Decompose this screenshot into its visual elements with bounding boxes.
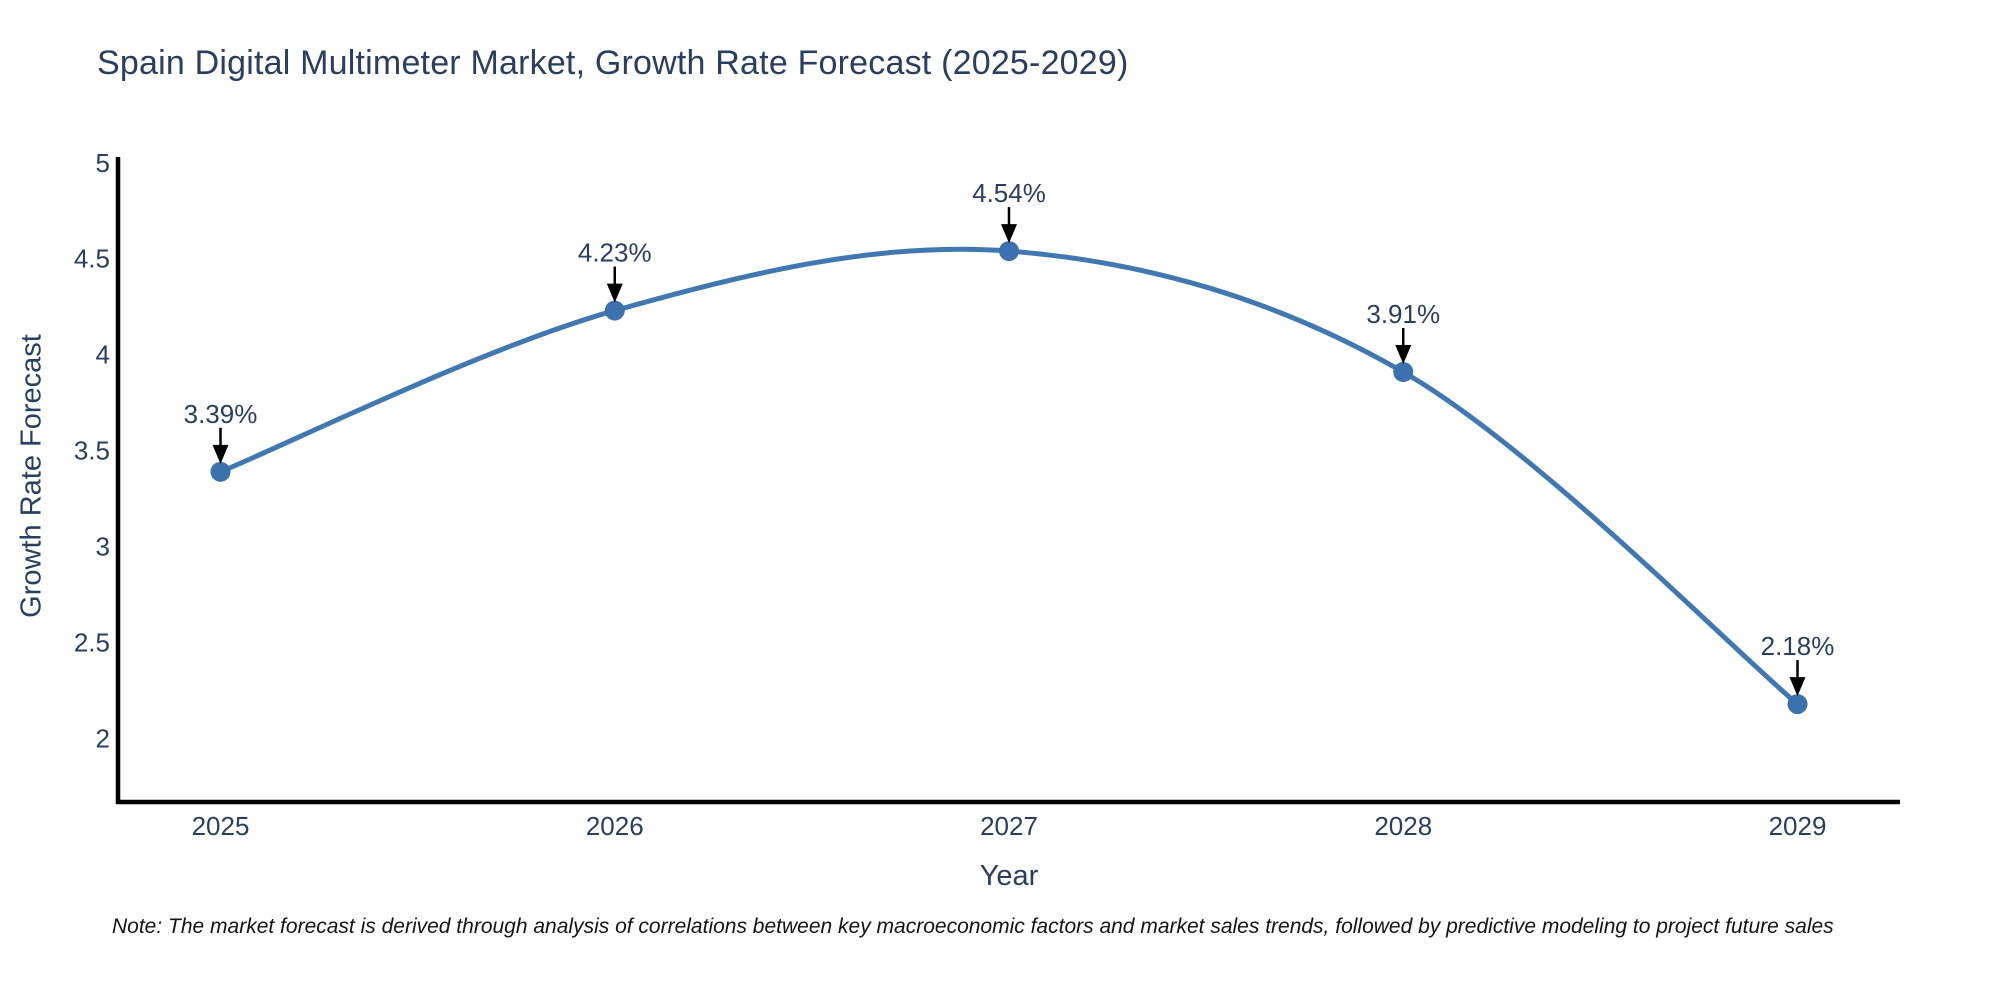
x-axis-title: Year — [979, 860, 1039, 892]
y-tick-label: 3.5 — [74, 436, 110, 466]
data-point-marker — [604, 300, 625, 321]
y-tick-label: 4.5 — [74, 244, 110, 274]
annotation-label: 2.18% — [1761, 631, 1835, 661]
footnote: Note: The market forecast is derived thr… — [112, 915, 1834, 938]
axis-lines — [115, 157, 1900, 805]
annotation-label: 3.91% — [1366, 299, 1440, 329]
x-tick-label: 2026 — [586, 811, 644, 841]
x-tick-label: 2028 — [1374, 811, 1432, 841]
annotation-arrow-head — [212, 444, 229, 464]
annotation-arrow-head — [606, 283, 623, 303]
annotation-arrow-head — [1789, 677, 1806, 697]
y-tick-label: 4 — [96, 340, 110, 370]
data-point-marker — [210, 461, 231, 482]
annotation-label: 4.23% — [578, 238, 652, 268]
chart-title: Spain Digital Multimeter Market, Growth … — [97, 44, 1129, 82]
x-tick-label: 2029 — [1769, 811, 1827, 841]
data-point-marker — [1787, 694, 1808, 715]
annotation-label: 3.39% — [184, 399, 258, 429]
annotation-arrow-head — [1395, 345, 1412, 364]
trend-line — [218, 246, 1800, 707]
y-tick-label: 5 — [96, 148, 110, 178]
annotation-label: 4.54% — [972, 178, 1046, 208]
y-tick-label: 2 — [96, 724, 110, 754]
y-tick-label: 2.5 — [74, 628, 110, 658]
x-tick-label: 2025 — [192, 811, 250, 841]
data-point-marker — [999, 241, 1019, 262]
annotation-arrow-head — [1001, 224, 1017, 244]
y-tick-label: 3 — [96, 532, 110, 562]
x-tick-label: 2027 — [980, 811, 1038, 841]
data-point-marker — [1393, 362, 1414, 382]
